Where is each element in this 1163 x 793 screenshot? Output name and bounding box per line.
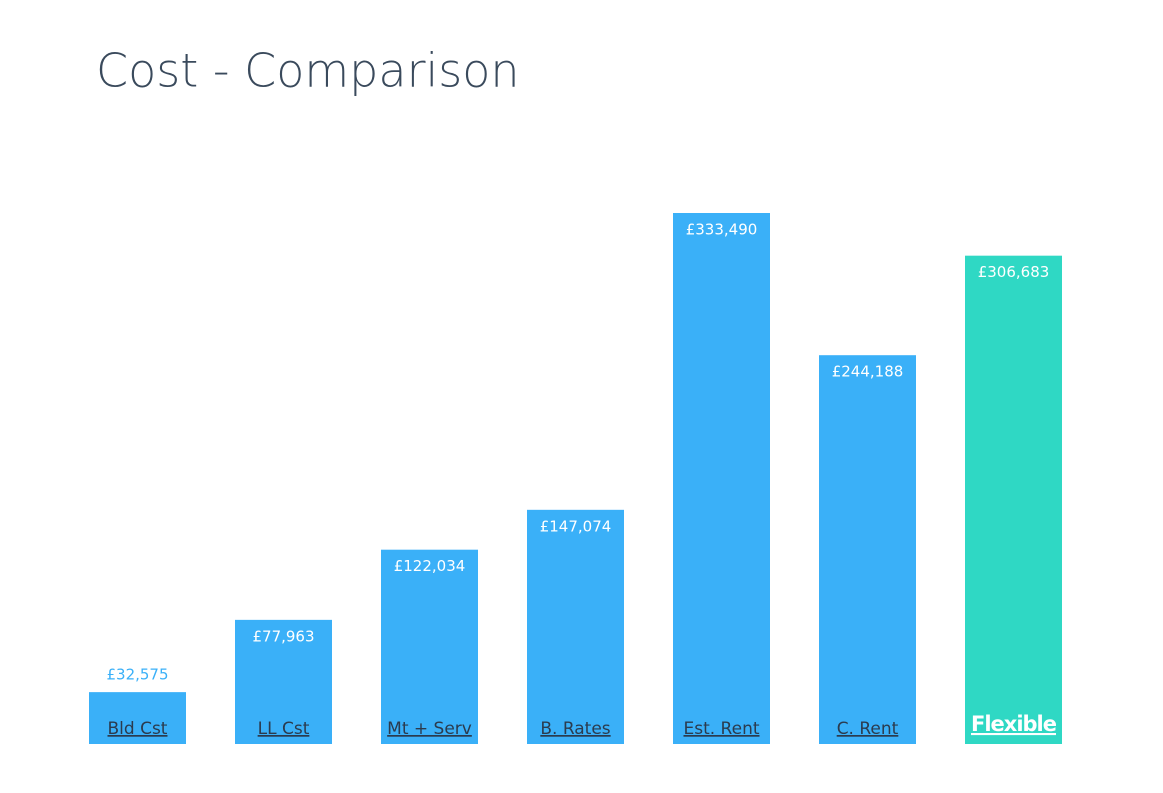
bar	[235, 619, 332, 744]
bar	[673, 213, 770, 744]
value-label: £306,683	[978, 263, 1050, 281]
bar	[819, 355, 916, 744]
category-label: Flexible	[971, 712, 1057, 736]
bar	[965, 255, 1062, 745]
category-label: LL Cst	[258, 719, 310, 739]
category-label: C. Rent	[837, 719, 899, 739]
value-label: £77,963	[252, 627, 314, 645]
bar	[89, 692, 186, 744]
value-label: £333,490	[686, 221, 758, 239]
value-label: £147,074	[540, 517, 612, 535]
category-label: Est. Rent	[683, 719, 759, 739]
value-label: £122,034	[394, 557, 466, 575]
value-label: £244,188	[832, 363, 904, 381]
category-label: B. Rates	[540, 719, 610, 739]
value-label: £32,575	[106, 666, 168, 684]
chart-title: Cost - Comparison	[96, 44, 520, 98]
category-label: Bld Cst	[108, 719, 168, 739]
category-label: Mt + Serv	[387, 719, 472, 739]
bar	[381, 549, 478, 744]
bar	[527, 509, 624, 744]
